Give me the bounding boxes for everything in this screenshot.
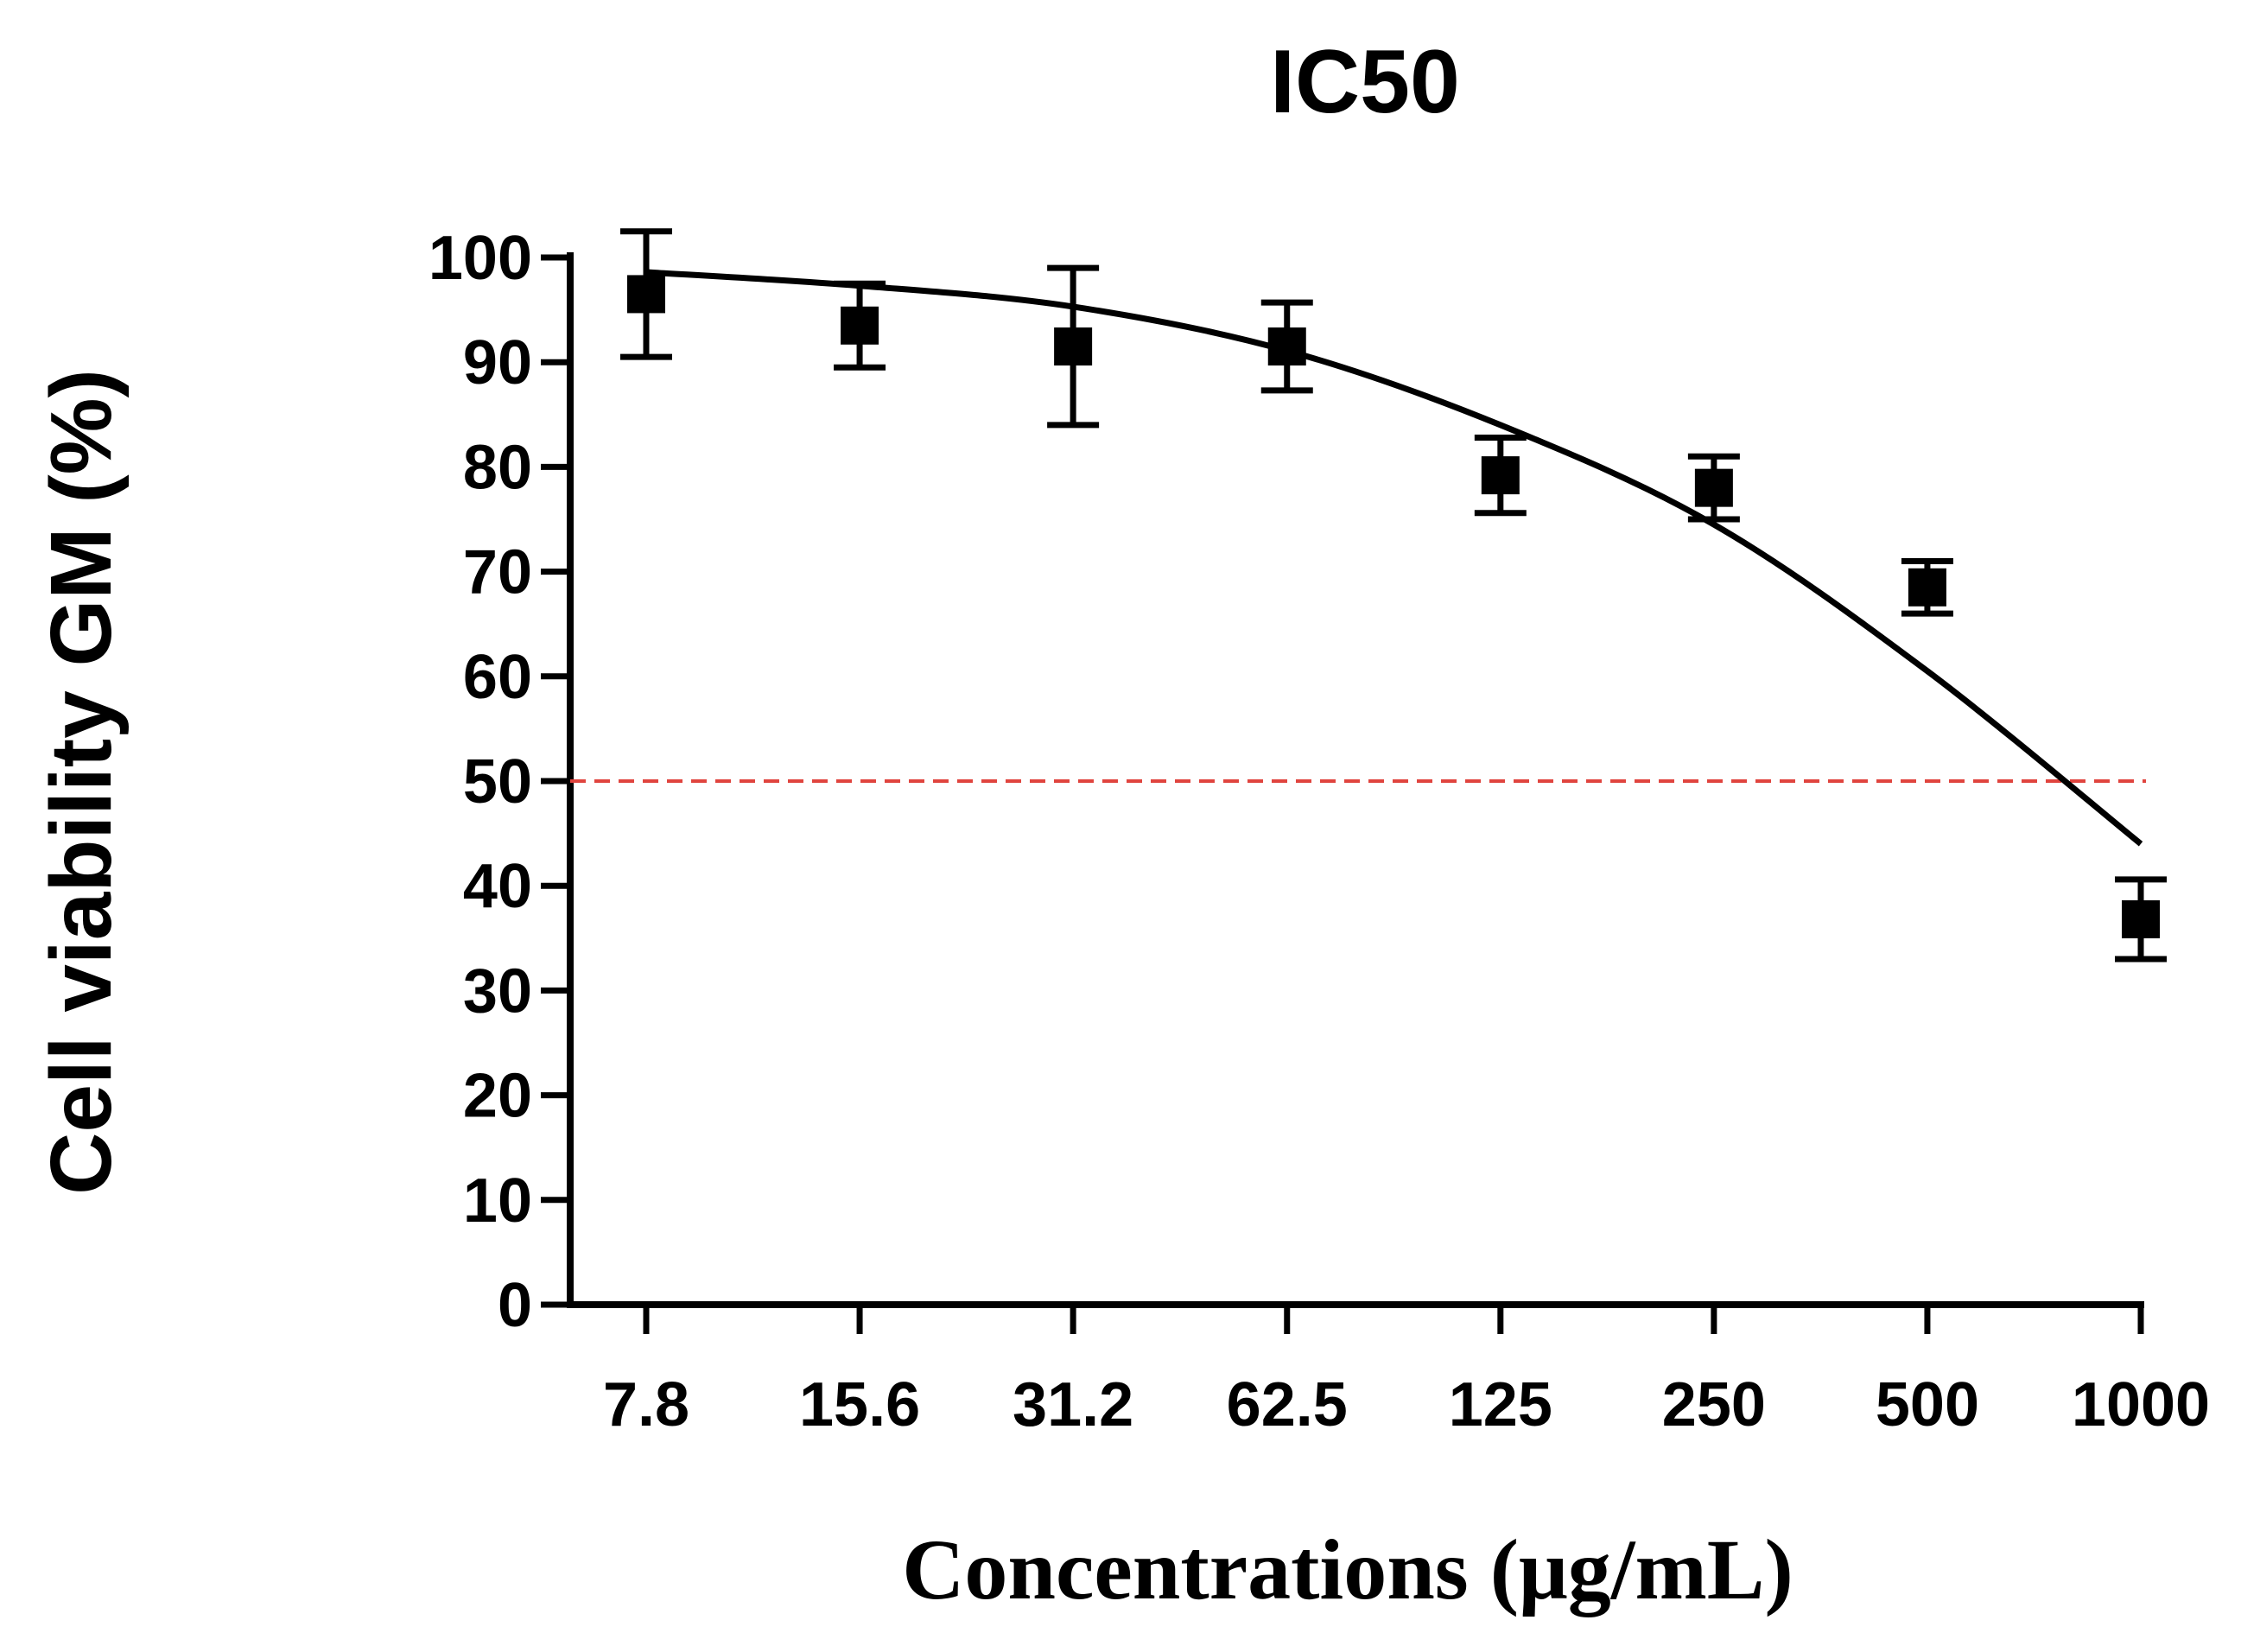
x-tick-label: 1000 <box>2072 1370 2210 1439</box>
chart-title: IC50 <box>1270 32 1460 132</box>
x-tick-label: 125 <box>1449 1370 1552 1439</box>
y-tick-label: 0 <box>498 1271 532 1340</box>
y-tick-label: 40 <box>463 852 532 921</box>
y-tick-label: 70 <box>463 538 532 607</box>
data-point <box>627 275 665 314</box>
x-tick-label: 62.5 <box>1227 1370 1348 1439</box>
x-axis-label: Concentrations (μg/mL) <box>902 1522 1793 1617</box>
data-point <box>1908 568 1946 607</box>
data-point <box>841 306 879 345</box>
x-tick-label: 15.6 <box>799 1370 920 1439</box>
x-tick-label: 31.2 <box>1013 1370 1133 1439</box>
x-tick-label: 250 <box>1662 1370 1766 1439</box>
data-point <box>1694 468 1733 507</box>
y-tick-label: 90 <box>463 328 532 397</box>
y-axis-label: Cell viability GM (%) <box>33 369 130 1195</box>
data-point <box>1054 327 1093 366</box>
y-tick-label: 20 <box>463 1062 532 1131</box>
y-tick-label: 60 <box>463 643 532 712</box>
y-tick-label: 10 <box>463 1166 532 1236</box>
x-tick-label: 7.8 <box>603 1370 689 1439</box>
x-tick-label: 500 <box>1876 1370 1979 1439</box>
data-point <box>1481 456 1520 495</box>
data-point <box>1267 327 1306 366</box>
fit-curve <box>645 269 2143 847</box>
y-tick-label: 100 <box>429 224 532 293</box>
y-tick-label: 30 <box>463 956 532 1026</box>
y-tick-label: 80 <box>463 433 532 502</box>
data-point <box>2122 899 2160 938</box>
y-tick-label: 50 <box>463 747 532 816</box>
